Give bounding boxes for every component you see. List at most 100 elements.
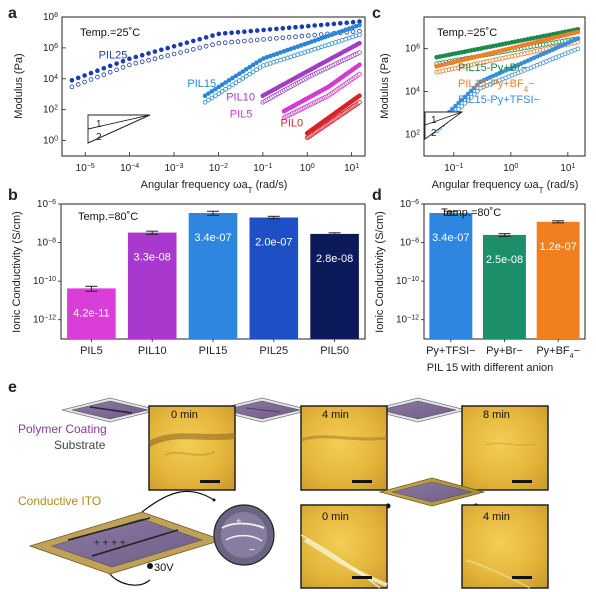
panel-c-s2-storage-point	[575, 36, 581, 41]
panel-c-xlabel: Angular frequency ωaT (rad/s)	[432, 179, 579, 195]
panel-a-s1-storage-point	[206, 91, 211, 96]
panel-a-s0-loss-point	[248, 38, 254, 43]
panel-d-temperature: Temp.=80˚C	[441, 207, 501, 219]
panel-c-s1-storage-point	[575, 29, 581, 35]
panel-a-s1-loss-point	[213, 93, 218, 99]
panel-a-s0-loss-point	[203, 43, 209, 49]
panel-a-s0-storage-point	[305, 23, 311, 29]
panel-b-bar	[67, 288, 116, 339]
panel-c-ticks: 10−1 100 101 102 104 106	[405, 43, 575, 174]
panel-a-s0-storage-point	[82, 73, 87, 78]
panel-a-s0-storage-point	[274, 26, 279, 32]
panel-a-s0-loss-point	[107, 69, 113, 75]
panel-b-ytick-label: 10−6	[37, 199, 56, 211]
panel-c-s2-loss-point	[475, 89, 480, 94]
panel-a-s1-loss-point	[250, 69, 256, 75]
panel-a-s4-storage-point	[357, 93, 362, 98]
panel-a-s0-loss-point	[267, 36, 273, 42]
panel-a-s0-storage-point	[299, 24, 305, 30]
micrograph-top-4-time: 4 min	[322, 409, 349, 421]
panel-a-s0-storage-point	[337, 20, 343, 26]
panel-b-category-label: PIL10	[138, 345, 167, 357]
panel-c-s2-storage-point	[471, 85, 477, 91]
panel-d-value-label: 2.5e-08	[486, 254, 523, 266]
panel-d-plot: 3.4e-07 2.5e-08 1.2e-07 Py+TFSI− Py+Br− Py+B…	[374, 199, 586, 374]
panel-a-s0-loss-point	[286, 34, 292, 40]
panel-a-s0-storage-point	[248, 28, 254, 34]
panel-c-slope-triangle: 1 2	[424, 111, 464, 140]
panel-c-s2-loss-point	[575, 46, 581, 51]
panel-a-s0-storage-point	[229, 30, 234, 36]
panel-a-series-label: PIL25	[99, 50, 128, 62]
panel-c-s2-storage-point	[449, 106, 455, 112]
panel-a-s1-loss-point	[206, 97, 211, 103]
coating-diagram-4	[213, 397, 311, 423]
panel-a-s1-storage-point	[357, 22, 362, 28]
panel-a-s0-loss-point	[191, 47, 196, 52]
panel-a-s1-storage-point	[202, 93, 208, 98]
panel-a-s0-storage-point	[210, 33, 215, 38]
panel-c-s2-storage-point	[465, 91, 471, 97]
panel-d-category-label: Py+Br−	[486, 345, 523, 357]
micrograph-bottom-4: 4 min	[461, 504, 549, 589]
panel-d-ytick-label: 10−10	[396, 276, 419, 288]
panel-a-s1-storage-point	[240, 69, 246, 74]
panel-b-bar	[188, 213, 238, 339]
panel-a-s0-loss-point	[350, 29, 356, 35]
micrograph-top-8-time: 8 min	[483, 409, 510, 421]
panel-a-slope-triangle: 1 2	[87, 114, 151, 144]
panel-d-value-label: 3.4e-07	[432, 232, 469, 244]
panel-a-s1-storage-point	[216, 84, 222, 90]
panel-a-s0-loss-point	[152, 56, 158, 61]
panel-a-s1-storage-point	[223, 80, 228, 85]
panel-c-data	[434, 26, 581, 134]
panel-a-s1-storage-point	[233, 73, 239, 79]
panel-a-s0-storage-point	[293, 24, 298, 30]
panel-a-s0-storage-point	[152, 49, 158, 54]
panel-label-a: a	[8, 5, 17, 22]
panel-a-s1-loss-point	[240, 76, 246, 81]
micrograph-top-0: 0 min	[147, 405, 236, 491]
panel-a-s0-loss-point	[165, 53, 171, 58]
panel-a-s0-storage-point	[331, 21, 337, 27]
panel-a-s1-loss-point	[219, 89, 225, 94]
panel-a-s0-storage-point	[191, 38, 196, 44]
panel-b-category-label: PIL50	[320, 345, 349, 357]
conductive-ito-label: Conductive ITO	[18, 494, 101, 508]
panel-a-s0-loss-point	[120, 65, 126, 70]
panel-a-series-label: PIL5	[230, 109, 253, 121]
panel-d-bar	[429, 213, 473, 339]
panel-a-s1-loss-point	[247, 71, 253, 77]
panel-a-series-label: PIL10	[226, 91, 255, 103]
panel-d-bar	[483, 234, 526, 339]
panel-b-bar	[127, 232, 177, 339]
panel-a-s1-loss-point	[243, 73, 249, 79]
panel-a-ytick-label: 104	[43, 73, 58, 85]
panel-a-s0-loss-point	[139, 59, 145, 65]
panel-a-s0-storage-point	[146, 51, 151, 56]
panel-b-category-label: PIL5	[80, 345, 103, 357]
micrograph-top-8: 8 min	[461, 405, 549, 491]
panel-a-ylabel: Modulus (Pa)	[13, 53, 25, 118]
panel-c-legend-bf4: PIL15-Py+BF4−	[458, 78, 535, 94]
panel-c-ytick-label: 102	[405, 129, 420, 141]
panel-c-s2-loss-point	[468, 95, 474, 100]
panel-a-xtick-label: 10−5	[76, 163, 95, 175]
substrate-label: Substrate	[54, 438, 106, 452]
panel-a-s0-loss-point	[254, 37, 260, 43]
panel-a-s0-storage-point	[114, 61, 119, 66]
panel-a-s0-storage-point	[350, 19, 356, 25]
panel-b-value-label: 2.0e-07	[255, 237, 292, 249]
panel-b-bars: 4.2e-11 3.3e-08 3.4e-07 2.0e-07 2.8e-08	[67, 210, 359, 339]
panel-a-s1-storage-point	[257, 58, 263, 63]
panel-a-s0-loss-point	[82, 79, 87, 85]
panel-a-s0-storage-point	[75, 75, 81, 81]
panel-d-bar	[536, 221, 580, 339]
panel-c-s2-loss-point	[456, 107, 461, 112]
panel-label-b: b	[8, 187, 18, 204]
panel-a-s1-storage-point	[226, 78, 232, 83]
panel-b-ticks: PIL5 PIL10 PIL15 PIL25 PIL50 10−12 10−10 10−8 10…	[33, 199, 349, 358]
panel-a-slope-2: 2	[96, 132, 102, 143]
panel-a-s0-storage-point	[280, 25, 286, 31]
coating-diagram-8	[369, 397, 467, 423]
